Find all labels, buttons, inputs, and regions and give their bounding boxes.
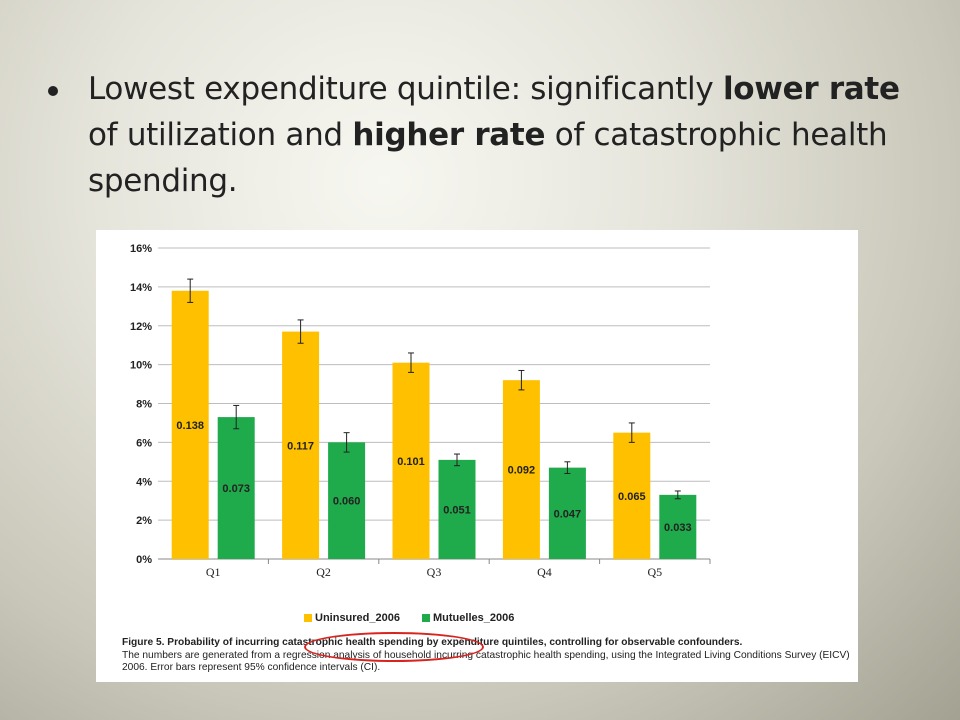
y-tick-label: 10% bbox=[130, 360, 152, 372]
data-label: 0.117 bbox=[287, 440, 314, 452]
y-tick-label: 6% bbox=[136, 437, 152, 449]
bar-chart: 0% 2% 4% 6% 8% 10% 12% 14% 16% Q1 0.138 0.073 Q2 0.11… bbox=[130, 243, 711, 579]
data-label: 0.138 bbox=[176, 420, 204, 432]
bullet-text-part1: Lowest expenditure quintile: significant… bbox=[88, 71, 723, 107]
bar-uninsured-2006 bbox=[613, 432, 651, 559]
bar-uninsured-2006 bbox=[502, 380, 540, 559]
data-label: 0.101 bbox=[397, 456, 425, 468]
legend-item-uninsured: Uninsured_2006 bbox=[304, 612, 400, 624]
highlight-oval bbox=[304, 632, 484, 662]
bar-mutuelles-2006 bbox=[217, 417, 255, 559]
data-label: 0.065 bbox=[618, 491, 646, 503]
data-label: 0.073 bbox=[222, 483, 250, 495]
y-tick-label: 8% bbox=[136, 399, 152, 411]
data-label: 0.047 bbox=[554, 508, 582, 520]
bar-uninsured-2006 bbox=[392, 362, 430, 559]
x-tick-label: Q2 bbox=[316, 565, 331, 579]
data-label: 0.051 bbox=[443, 504, 471, 516]
x-tick-label: Q3 bbox=[427, 565, 442, 579]
caption-body: The numbers are generated from a regress… bbox=[122, 649, 850, 674]
figure-panel: 0% 2% 4% 6% 8% 10% 12% 14% 16% Q1 0.138 0.073 Q2 0.11… bbox=[96, 230, 858, 682]
bar-mutuelles-2006 bbox=[328, 442, 366, 559]
bar-mutuelles-2006 bbox=[548, 467, 586, 559]
y-tick-label: 2% bbox=[136, 515, 152, 527]
bullet-bold-lower-rate: lower rate bbox=[722, 71, 900, 107]
data-label: 0.060 bbox=[333, 496, 361, 508]
bullet-dot bbox=[48, 86, 58, 96]
x-tick-label: Q4 bbox=[537, 565, 552, 579]
bullet-text: Lowest expenditure quintile: significant… bbox=[88, 66, 928, 204]
y-tick-label: 12% bbox=[130, 321, 152, 333]
legend-swatch-uninsured bbox=[304, 614, 312, 622]
legend-item-mutuelles: Mutuelles_2006 bbox=[422, 612, 514, 624]
bullet-text-part2: of utilization and bbox=[88, 117, 353, 153]
bar-mutuelles-2006 bbox=[659, 494, 697, 559]
y-tick-label: 14% bbox=[130, 282, 152, 294]
bar-uninsured-2006 bbox=[282, 331, 320, 559]
bar-mutuelles-2006 bbox=[438, 459, 476, 559]
x-tick-label: Q1 bbox=[206, 565, 221, 579]
y-tick-label: 4% bbox=[136, 476, 152, 488]
x-tick-label: Q5 bbox=[647, 565, 662, 579]
data-label: 0.092 bbox=[508, 465, 536, 477]
legend-label-uninsured: Uninsured_2006 bbox=[315, 612, 400, 624]
y-tick-label: 16% bbox=[130, 243, 152, 255]
caption-title: Figure 5. Probability of incurring catas… bbox=[122, 637, 743, 648]
bar-uninsured-2006 bbox=[171, 290, 209, 559]
figure-caption: Figure 5. Probability of incurring catas… bbox=[122, 637, 857, 675]
y-tick-label: 0% bbox=[136, 554, 152, 566]
legend-label-mutuelles: Mutuelles_2006 bbox=[433, 612, 515, 624]
bullet-point: Lowest expenditure quintile: significant… bbox=[48, 66, 928, 204]
bullet-text-part3: of catastrophic health spending. bbox=[88, 117, 888, 199]
legend-swatch-mutuelles bbox=[422, 614, 430, 622]
data-label: 0.033 bbox=[664, 522, 692, 534]
bullet-bold-higher-rate: higher rate bbox=[352, 117, 546, 153]
